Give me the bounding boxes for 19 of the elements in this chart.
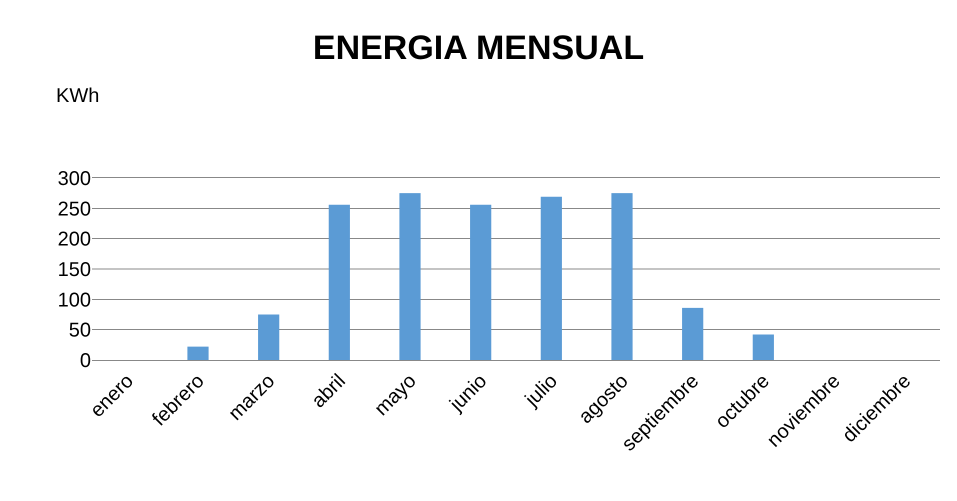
- bar: [611, 193, 633, 360]
- y-tick-label: 150: [58, 259, 91, 281]
- bar: [540, 196, 562, 360]
- bar: [187, 346, 209, 360]
- y-tick-label: 0: [80, 350, 91, 372]
- y-tick-label: 250: [58, 198, 91, 220]
- chart-title: ENERGIA MENSUAL: [312, 28, 644, 67]
- bar: [328, 204, 350, 360]
- bar: [682, 308, 704, 360]
- bar: [258, 314, 280, 360]
- y-tick-label: 300: [58, 168, 91, 190]
- x-tick-label: julio: [520, 370, 562, 412]
- bar: [752, 334, 774, 360]
- y-tick-label: 200: [58, 228, 91, 251]
- y-axis-title: KWh: [56, 85, 100, 107]
- y-tick-label: 50: [68, 320, 91, 342]
- y-tick-label: 100: [58, 289, 91, 312]
- bar: [399, 193, 421, 360]
- bar: [470, 204, 492, 360]
